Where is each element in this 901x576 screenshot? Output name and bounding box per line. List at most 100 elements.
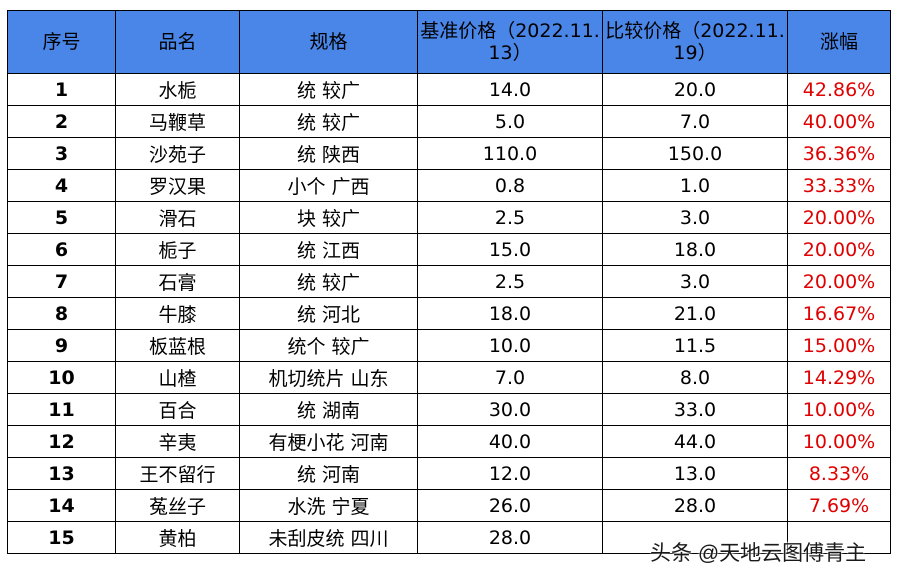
watermark: 头条 @天地云图傅青主 xyxy=(650,542,867,565)
cell-name: 百合 xyxy=(115,393,240,426)
cell-no: 12 xyxy=(7,425,116,458)
cell-name: 牛膝 xyxy=(115,297,240,330)
cell-change: 14.29% xyxy=(787,361,891,394)
header-spec: 规格 xyxy=(239,10,418,74)
cell-spec: 小个 广西 xyxy=(239,169,418,202)
cell-name: 菟丝子 xyxy=(115,489,240,522)
header-change: 涨幅 xyxy=(787,10,891,74)
cell-base-price: 0.8 xyxy=(417,169,603,202)
cell-name: 黄柏 xyxy=(115,521,240,554)
cell-no: 8 xyxy=(7,297,116,330)
cell-name: 板蓝根 xyxy=(115,329,240,362)
cell-base-price: 40.0 xyxy=(417,425,603,458)
cell-name: 王不留行 xyxy=(115,457,240,490)
table-row: 11 百合统 湖南 30.0 33.0 10.00% xyxy=(7,393,891,426)
cell-compare-price: 7.0 xyxy=(602,105,788,138)
cell-base-price: 30.0 xyxy=(417,393,603,426)
cell-spec: 统 较广 xyxy=(239,265,418,298)
header-no: 序号 xyxy=(7,10,116,74)
cell-change: 10.00% xyxy=(787,425,891,458)
cell-base-price: 14.0 xyxy=(417,73,603,106)
cell-base-price: 12.0 xyxy=(417,457,603,490)
cell-no: 3 xyxy=(7,137,116,170)
cell-name: 石膏 xyxy=(115,265,240,298)
cell-no: 6 xyxy=(7,233,116,266)
cell-change: 36.36% xyxy=(787,137,891,170)
table-row: 7 石膏统 较广 2.5 3.0 20.00% xyxy=(7,265,891,298)
cell-change: 33.33% xyxy=(787,169,891,202)
price-change-table: 序号 品名 规格 基准价格（2022.11.13） 比较价格（2022.11.1… xyxy=(7,10,891,554)
table-row: 12 辛夷 有梗小花 河南 40.0 44.0 10.00% xyxy=(7,425,891,458)
cell-spec: 统 湖南 xyxy=(239,393,418,426)
cell-compare-price: 21.0 xyxy=(602,297,788,330)
table-row: 15 黄柏 未刮皮统 四川 28.0 xyxy=(7,521,891,554)
header-compare-price: 比较价格（2022.11.19） xyxy=(602,10,788,74)
cell-base-price: 18.0 xyxy=(417,297,603,330)
cell-spec: 统 陕西 xyxy=(239,137,418,170)
cell-change: 40.00% xyxy=(787,105,891,138)
cell-name: 水栀 xyxy=(115,73,240,106)
cell-no: 1 xyxy=(7,73,116,106)
cell-spec: 统 河北 xyxy=(239,297,418,330)
cell-no: 9 xyxy=(7,329,116,362)
table-row: 5 滑石块 较广 2.5 3.0 20.00% xyxy=(7,201,891,234)
cell-compare-price: 28.0 xyxy=(602,489,788,522)
cell-no: 10 xyxy=(7,361,116,394)
table-body: 1 水栀统 较广 14.0 20.0 42.86% 2 马鞭草统 较广 5.0 7.0 40.00… xyxy=(7,73,891,554)
cell-spec: 统 河南 xyxy=(239,457,418,490)
cell-spec: 统 较广 xyxy=(239,105,418,138)
cell-spec: 机切统片 山东 xyxy=(239,361,418,394)
cell-name: 马鞭草 xyxy=(115,105,240,138)
table-row: 14 菟丝子 水洗 宁夏 26.0 28.0 7.69% xyxy=(7,489,891,522)
cell-base-price: 110.0 xyxy=(417,137,603,170)
header-name: 品名 xyxy=(115,10,240,74)
cell-change: 20.00% xyxy=(787,201,891,234)
cell-change: 7.69% xyxy=(787,489,891,522)
cell-change xyxy=(787,521,891,554)
cell-compare-price: 8.0 xyxy=(602,361,788,394)
cell-compare-price: 18.0 xyxy=(602,233,788,266)
cell-change: 42.86% xyxy=(787,73,891,106)
cell-change: 16.67% xyxy=(787,297,891,330)
cell-name: 栀子 xyxy=(115,233,240,266)
cell-no: 13 xyxy=(7,457,116,490)
cell-no: 4 xyxy=(7,169,116,202)
cell-spec: 水洗 宁夏 xyxy=(239,489,418,522)
cell-spec: 有梗小花 河南 xyxy=(239,425,418,458)
cell-change: 20.00% xyxy=(787,233,891,266)
cell-name: 罗汉果 xyxy=(115,169,240,202)
cell-spec: 统 江西 xyxy=(239,233,418,266)
cell-base-price: 26.0 xyxy=(417,489,603,522)
cell-compare-price: 13.0 xyxy=(602,457,788,490)
table-row: 6 栀子统 江西 15.0 18.0 20.00% xyxy=(7,233,891,266)
cell-compare-price: 44.0 xyxy=(602,425,788,458)
table-row: 13 王不留行统 河南 12.0 13.0 8.33% xyxy=(7,457,891,490)
cell-no: 7 xyxy=(7,265,116,298)
cell-name: 辛夷 xyxy=(115,425,240,458)
table-row: 1 水栀统 较广 14.0 20.0 42.86% xyxy=(7,73,891,106)
cell-compare-price: 20.0 xyxy=(602,73,788,106)
cell-change: 20.00% xyxy=(787,265,891,298)
table-row: 10 山楂 机切统片 山东 7.0 8.0 14.29% xyxy=(7,361,891,394)
cell-base-price: 2.5 xyxy=(417,265,603,298)
cell-no: 14 xyxy=(7,489,116,522)
cell-name: 沙苑子 xyxy=(115,137,240,170)
table-header: 序号 品名 规格 基准价格（2022.11.13） 比较价格（2022.11.1… xyxy=(7,10,891,74)
cell-base-price: 5.0 xyxy=(417,105,603,138)
cell-no: 2 xyxy=(7,105,116,138)
cell-change: 15.00% xyxy=(787,329,891,362)
cell-compare-price: 3.0 xyxy=(602,265,788,298)
table-row: 9 板蓝根 统个 较广 10.0 11.5 15.00% xyxy=(7,329,891,362)
cell-base-price: 7.0 xyxy=(417,361,603,394)
cell-compare-price: 1.0 xyxy=(602,169,788,202)
cell-spec: 统个 较广 xyxy=(239,329,418,362)
cell-no: 11 xyxy=(7,393,116,426)
cell-no: 5 xyxy=(7,201,116,234)
cell-base-price: 15.0 xyxy=(417,233,603,266)
cell-base-price: 28.0 xyxy=(417,521,603,554)
table-row: 8 牛膝统 河北 18.0 21.0 16.67% xyxy=(7,297,891,330)
table-row: 3 沙苑子统 陕西 110.0 150.0 36.36% xyxy=(7,137,891,170)
cell-spec: 未刮皮统 四川 xyxy=(239,521,418,554)
cell-compare-price: 33.0 xyxy=(602,393,788,426)
cell-spec: 统 较广 xyxy=(239,73,418,106)
